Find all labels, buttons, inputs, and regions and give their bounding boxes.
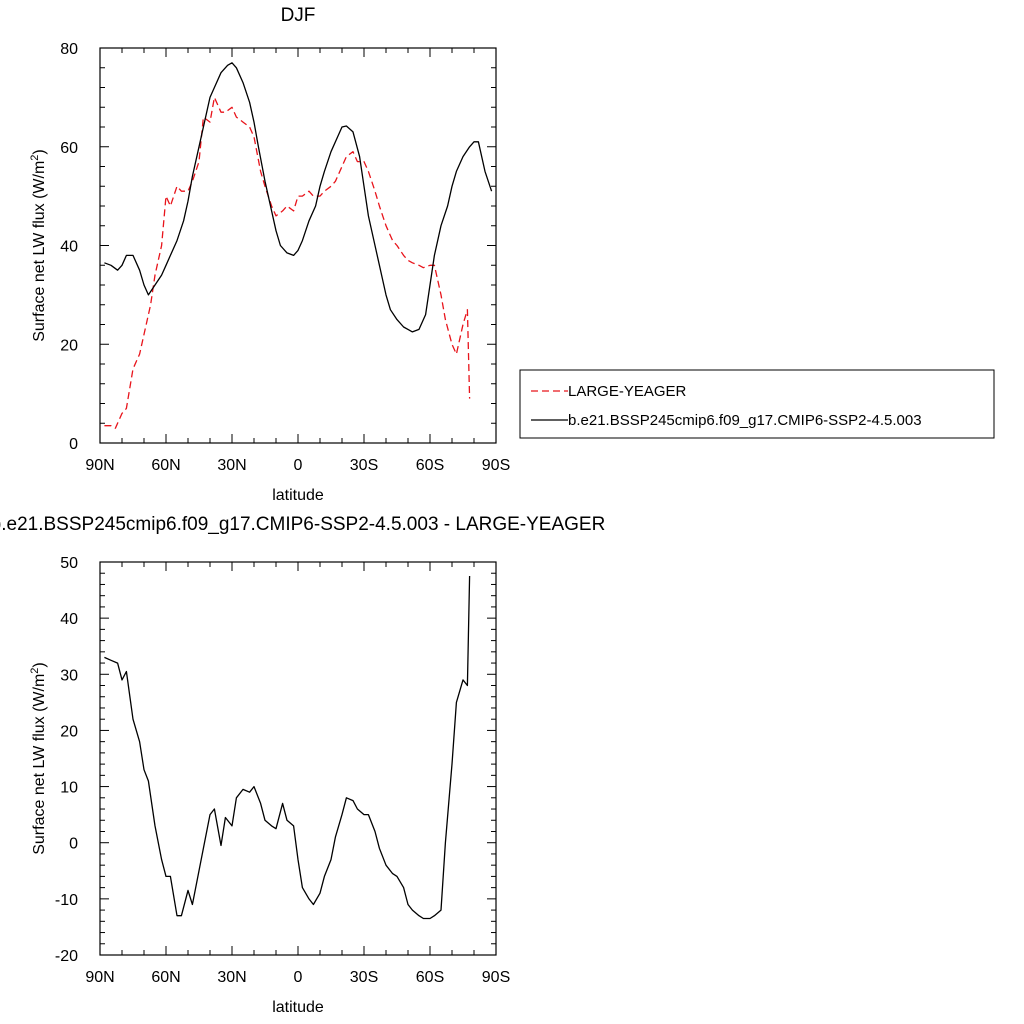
x-tick-label: 60S	[416, 457, 444, 474]
y-tick-label: 60	[60, 140, 78, 157]
y-axis-label: Surface net LW flux (W/m2)	[29, 149, 48, 342]
x-axis-label: latitude	[272, 487, 324, 504]
x-tick-label: 90S	[482, 457, 510, 474]
x-tick-label: 60N	[151, 457, 180, 474]
y-tick-label: 0	[69, 836, 78, 853]
x-tick-label: 30N	[217, 969, 246, 986]
x-tick-label: 30S	[350, 457, 378, 474]
x-tick-label: 90N	[85, 457, 114, 474]
plot-frame	[99, 561, 497, 956]
legend-label-1: LARGE-YEAGER	[568, 383, 687, 400]
x-axis-label: latitude	[272, 999, 324, 1016]
x-tick-label: 0	[294, 457, 303, 474]
y-axis-label: Surface net LW flux (W/m2)	[29, 662, 48, 855]
y-tick-label: 80	[60, 41, 78, 58]
x-tick-label: 90N	[85, 969, 114, 986]
y-tick-label: -10	[55, 892, 78, 909]
y-tick-label: 40	[60, 611, 78, 628]
legend-box	[519, 369, 995, 439]
x-tick-label: 30N	[217, 457, 246, 474]
y-tick-label: 0	[69, 436, 78, 453]
series-line-1	[104, 575, 471, 920]
chart-title: b.e21.BSSP245cmip6.f09_g17.CMIP6-SSP2-4.…	[0, 514, 605, 535]
x-tick-label: 30S	[350, 969, 378, 986]
y-tick-label: 50	[60, 555, 78, 572]
y-tick-label: 20	[60, 337, 78, 354]
legend: LARGE-YEAGER b.e21.BSSP245cmip6.f09_g17.C…	[519, 369, 995, 439]
y-tick-label: -20	[55, 948, 78, 965]
series-line-2	[104, 62, 493, 333]
y-tick-label: 20	[60, 723, 78, 740]
legend-label-2: b.e21.BSSP245cmip6.f09_g17.CMIP6-SSP2-4.…	[568, 412, 922, 429]
x-tick-label: 0	[294, 969, 303, 986]
chart-title: DJF	[281, 5, 316, 26]
x-tick-label: 90S	[482, 969, 510, 986]
chart-djf: DJF 90N 60N 30N 0 30S 60S 90S 0 20 40 60 80 latitude S…	[29, 5, 995, 504]
x-tick-label: 60N	[151, 969, 180, 986]
x-tick-label: 60S	[416, 969, 444, 986]
chart-difference: b.e21.BSSP245cmip6.f09_g17.CMIP6-SSP2-4.…	[0, 514, 605, 1016]
series-line-1	[104, 96, 471, 429]
y-tick-label: 30	[60, 667, 78, 684]
y-tick-label: 10	[60, 780, 78, 797]
y-tick-label: 40	[60, 239, 78, 256]
